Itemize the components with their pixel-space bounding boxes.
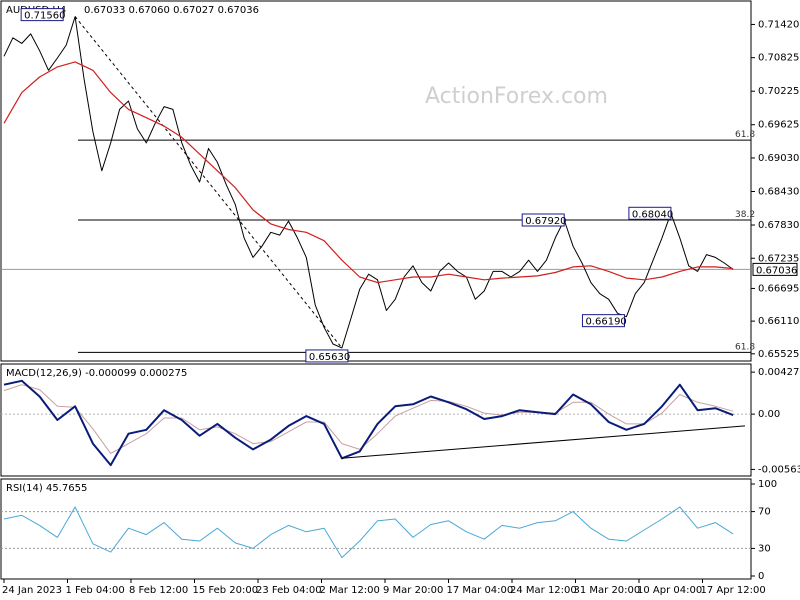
macd-line	[3, 379, 734, 467]
rsi-y-tick-label: 70	[758, 507, 771, 518]
x-tick-label: 10 Apr 04:00	[637, 585, 702, 596]
price-line	[3, 16, 734, 349]
macd-y-tick-label: -0.005635	[758, 464, 800, 475]
price-y-tick-label: 0.69625	[758, 120, 799, 131]
macd-panel-frame	[0, 363, 752, 477]
x-tick-label: 24 Mar 12:00	[510, 585, 577, 596]
price-y-tick-label: 0.70225	[758, 86, 799, 97]
price-y-tick-label: 0.69030	[758, 153, 799, 164]
price-y-tick-label: 0.67235	[758, 253, 799, 264]
fib-level-label: 38.2	[735, 210, 755, 220]
x-tick-label: 24 Jan 2023	[2, 585, 62, 596]
x-tick-label: 1 Feb 04:00	[66, 585, 125, 596]
price-panel-frame	[0, 0, 752, 362]
axis-labels-layer: 0.71420 0.70825 0.70225 0.69625 0.69030 0.684…	[2, 19, 800, 596]
price-y-tick-label: 0.65525	[758, 349, 799, 360]
x-tick-label: 31 Mar 20:00	[574, 585, 641, 596]
fib-level-label: 61.8	[735, 130, 755, 140]
price-y-tick-label: 0.71420	[758, 19, 799, 30]
rsi-panel-title: RSI(14) 45.7655	[6, 483, 87, 494]
watermark: ActionForex.com	[425, 84, 608, 109]
rsi-y-tick-label: 0	[758, 571, 764, 582]
current-price-tag-label: 0.67036	[756, 265, 797, 276]
swing-label: 0.71560	[24, 11, 65, 22]
price-y-tick-label: 0.66695	[758, 283, 799, 294]
swing-label-box	[521, 213, 565, 227]
macd-y-tick-label: 0.00	[758, 409, 780, 420]
price-y-tick-label: 0.66110	[758, 316, 799, 327]
swing-label: 0.68040	[632, 209, 673, 220]
price-trendline	[74, 16, 343, 349]
rsi-layer	[1, 506, 751, 559]
swing-label: 0.65630	[309, 352, 350, 363]
swing-label: 0.67920	[525, 216, 566, 227]
price-header-ohlc: 0.67033 0.67060 0.67027 0.67036	[84, 5, 259, 16]
rsi-y-tick-label: 30	[758, 543, 771, 554]
moving-average-line	[3, 61, 734, 284]
x-tick-label: 2 Mar 12:00	[320, 585, 380, 596]
x-tick-label: 15 Feb 20:00	[193, 585, 259, 596]
x-tick-label: 8 Feb 12:00	[129, 585, 188, 596]
swing-label-box	[581, 314, 625, 328]
price-layer: 38.2 61.8 61.8 0.71560 0.65630 0.67920 0.66190…	[1, 8, 755, 363]
macd-panel-title: MACD(12,26,9) -0.000099 0.000275	[6, 368, 187, 379]
macd-signal-line	[3, 384, 734, 454]
swing-label: 0.66190	[585, 317, 626, 328]
rsi-panel-frame	[0, 478, 752, 580]
price-y-tick-label: 0.70825	[758, 53, 799, 64]
swing-label-box	[20, 8, 64, 22]
macd-layer	[1, 379, 751, 467]
rsi-y-tick-label: 100	[758, 479, 777, 490]
macd-trendline	[341, 425, 746, 459]
x-tick-label: 17 Apr 12:00	[701, 585, 766, 596]
current-price-tag	[752, 262, 798, 276]
x-tick-label: 17 Mar 04:00	[447, 585, 514, 596]
fib-level-label: 61.8	[735, 342, 755, 352]
rsi-line	[3, 506, 734, 559]
price-y-tick-label: 0.67830	[758, 220, 799, 231]
macd-y-tick-label: 0.004278	[758, 367, 800, 378]
swing-label-box	[305, 349, 349, 363]
swing-label-box	[628, 206, 672, 220]
x-tick-label: 9 Mar 20:00	[383, 585, 443, 596]
x-tick-label: 23 Feb 04:00	[256, 585, 322, 596]
price-y-tick-label: 0.68430	[758, 186, 799, 197]
